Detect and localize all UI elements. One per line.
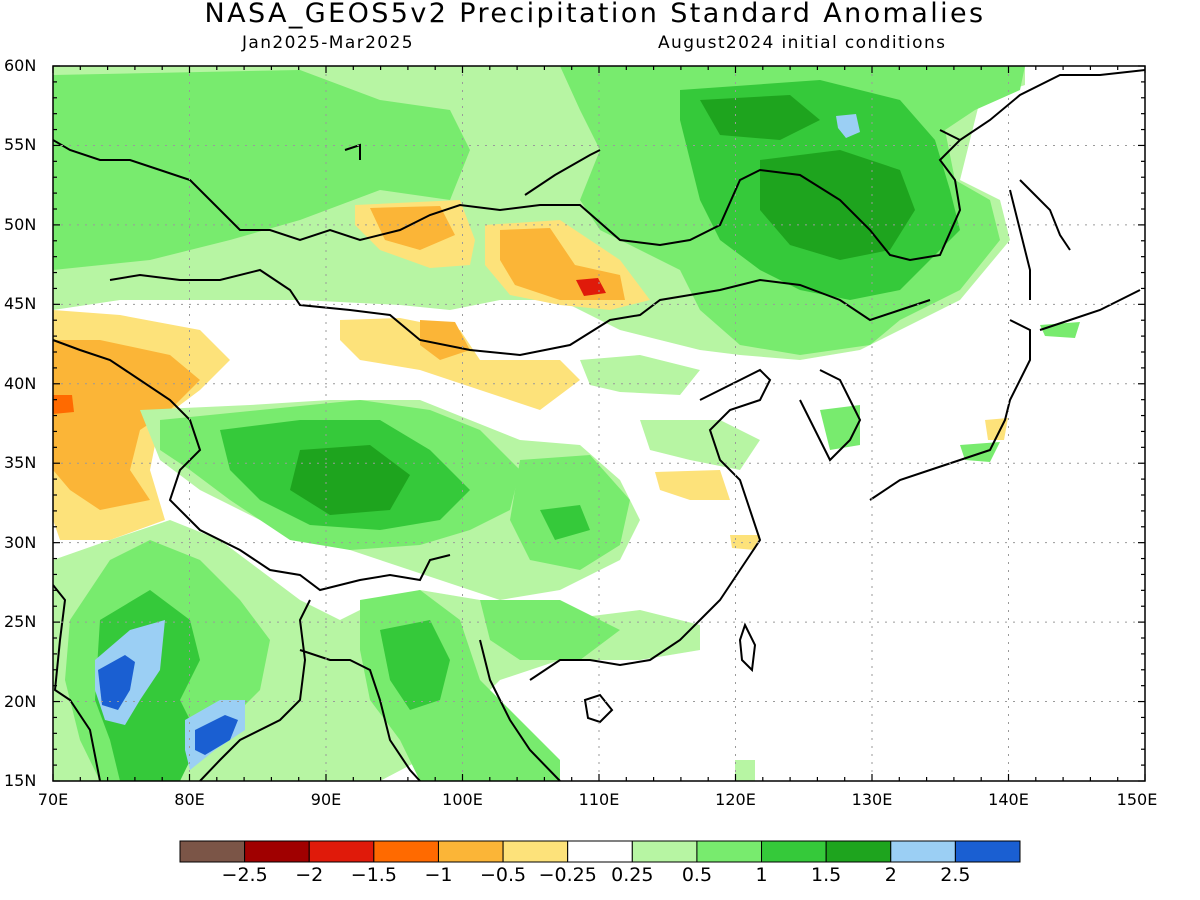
latitude-label: 25N bbox=[4, 612, 37, 632]
anomaly-region bbox=[480, 600, 620, 660]
anomaly-region bbox=[98, 655, 135, 710]
map-title: NASA_GEOS5v2 Precipitation Standard Anom… bbox=[204, 0, 986, 29]
latitude-label: 60N bbox=[4, 56, 37, 75]
colorbar-swatch bbox=[825, 840, 892, 863]
colorbar-label: −2 bbox=[295, 864, 324, 886]
longitude-label: 130E bbox=[851, 790, 893, 809]
longitude-label: 100E bbox=[442, 790, 483, 809]
colorbar-label: −0.5 bbox=[479, 864, 527, 886]
colorbar-label: −0.25 bbox=[538, 864, 597, 886]
anomaly-region bbox=[580, 355, 700, 395]
colorbar-label: 1.5 bbox=[811, 864, 842, 886]
longitude-label: 80E bbox=[174, 790, 205, 809]
longitude-label: 140E bbox=[988, 790, 1029, 809]
latitude-label: 40N bbox=[4, 373, 37, 393]
colorbar-label: −1 bbox=[424, 864, 453, 886]
longitude-label: 150E bbox=[1116, 790, 1158, 809]
colorbar-label: 2.5 bbox=[940, 864, 971, 886]
grid-lines bbox=[53, 66, 1145, 781]
anomaly-region bbox=[700, 95, 820, 140]
colorbar-swatch bbox=[631, 840, 698, 863]
anomaly-region bbox=[730, 535, 760, 550]
anomaly-region bbox=[640, 420, 760, 470]
colorbar-swatch bbox=[696, 840, 763, 863]
anomaly-region bbox=[735, 760, 755, 781]
colorbar-swatch bbox=[308, 840, 375, 863]
anomaly-region bbox=[380, 620, 450, 710]
anomaly-region bbox=[340, 318, 580, 410]
latitude-label: 30N bbox=[4, 532, 37, 552]
colorbar-label: −1.5 bbox=[350, 864, 397, 886]
anomaly-region bbox=[836, 114, 860, 138]
colorbar-swatch bbox=[567, 840, 633, 863]
longitude-label: 110E bbox=[578, 790, 620, 809]
anomaly-region bbox=[370, 206, 455, 250]
longitude-label: 70E bbox=[37, 790, 69, 809]
colorbar-swatch bbox=[437, 840, 504, 863]
anomaly-region bbox=[290, 445, 410, 515]
anomaly-region bbox=[195, 715, 238, 755]
colorbar-swatch bbox=[502, 840, 569, 863]
latitude-label: 20N bbox=[4, 691, 37, 711]
anomaly-region bbox=[420, 320, 470, 360]
forecast-period: Jan2025-Mar2025 bbox=[242, 33, 414, 53]
latitude-label: 45N bbox=[4, 294, 37, 314]
anomaly-field bbox=[53, 66, 1145, 781]
latitude-label: 55N bbox=[4, 135, 37, 155]
colorbar bbox=[179, 840, 1021, 863]
longitude-label: 90E bbox=[310, 790, 342, 809]
colorbar-swatch bbox=[761, 840, 827, 863]
latitude-label: 50N bbox=[4, 214, 37, 234]
coastlines bbox=[53, 69, 1145, 781]
longitude-label: 120E bbox=[715, 790, 756, 809]
colorbar-label: 1 bbox=[755, 864, 768, 886]
colorbar-swatch bbox=[244, 840, 310, 863]
axis-ticks bbox=[52, 65, 1146, 782]
colorbar-swatch bbox=[954, 840, 1021, 863]
latitude-label: 15N bbox=[4, 771, 37, 790]
anomaly-region bbox=[53, 395, 74, 414]
initial-conditions: August2024 initial conditions bbox=[658, 33, 947, 53]
colorbar-label: −2.5 bbox=[221, 864, 268, 886]
colorbar-label: 0.5 bbox=[681, 864, 713, 886]
anomaly-region bbox=[53, 340, 200, 510]
anomaly-region bbox=[760, 150, 915, 260]
colorbar-label: 2 bbox=[884, 864, 897, 886]
latitude-label: 35N bbox=[4, 453, 37, 473]
colorbar-swatch bbox=[890, 840, 956, 863]
colorbar-swatch bbox=[373, 840, 439, 863]
colorbar-swatch bbox=[179, 840, 246, 863]
anomaly-region bbox=[540, 505, 590, 540]
anomaly-region bbox=[53, 70, 470, 270]
colorbar-label: 0.25 bbox=[611, 864, 654, 886]
anomaly-region bbox=[655, 470, 730, 500]
